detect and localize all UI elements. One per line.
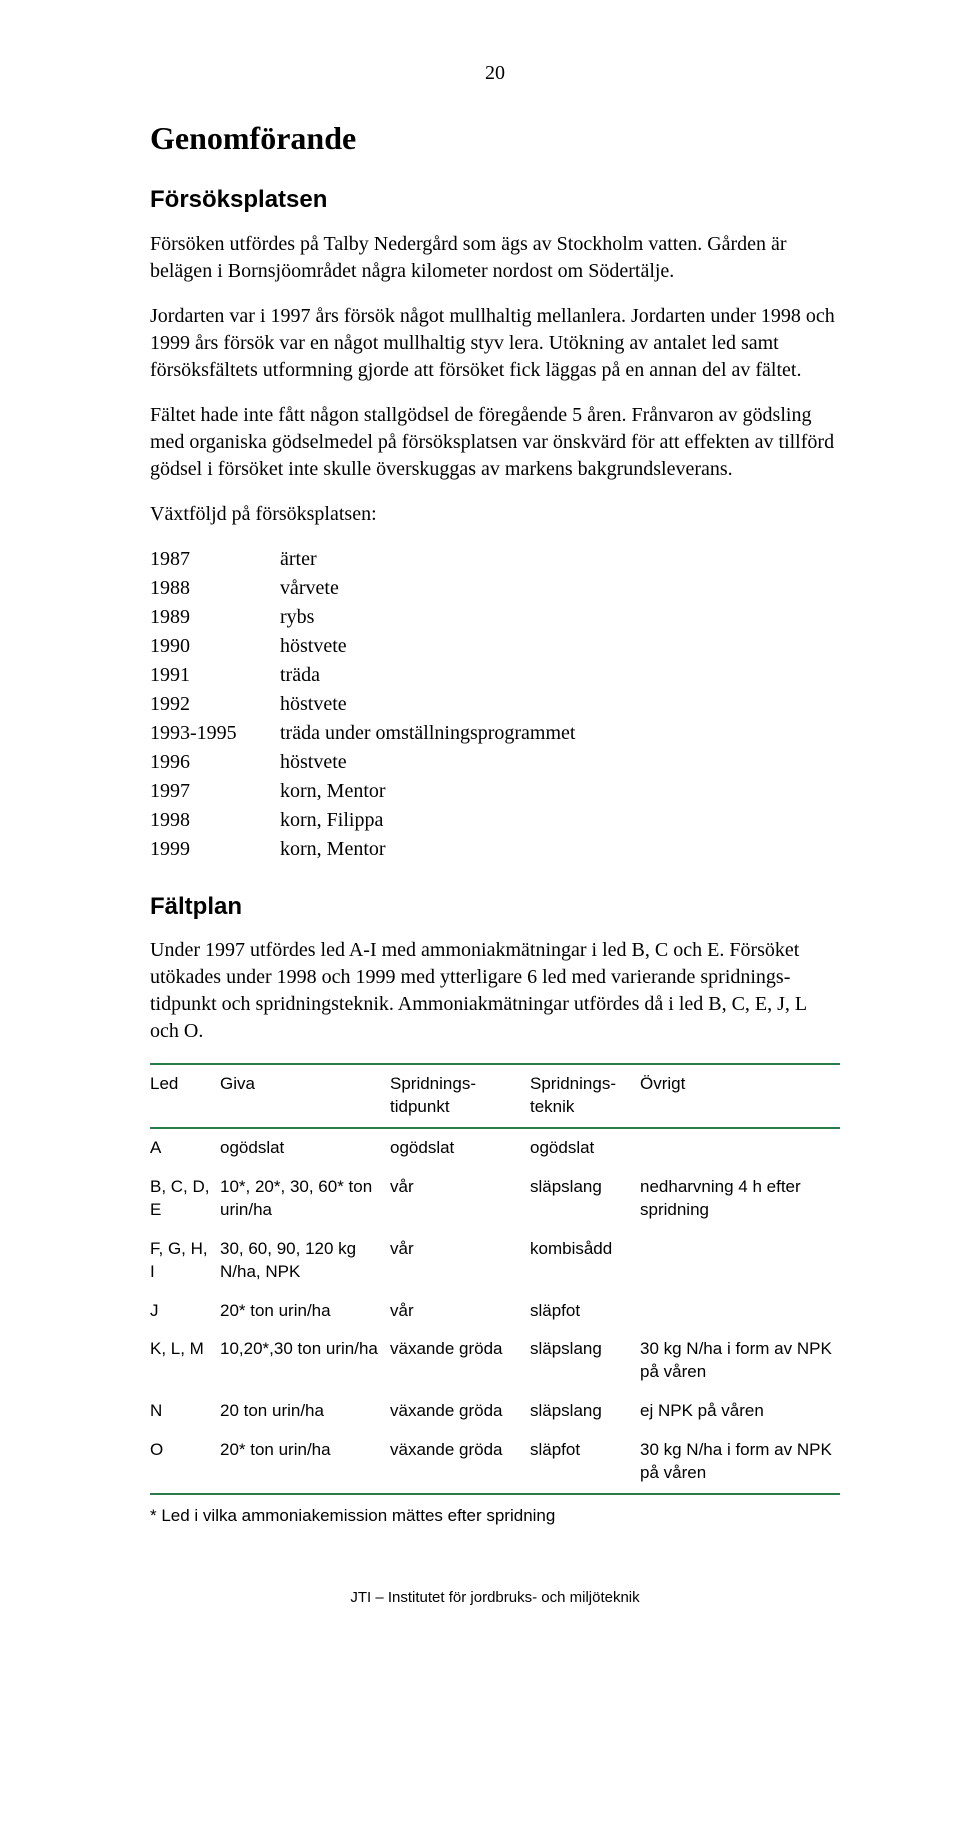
table-cell: 30 kg N/ha i form av NPK på våren — [640, 1330, 840, 1392]
rotation-crop: träda — [280, 662, 840, 689]
rotation-row: 1993-1995träda under omställningsprogram… — [150, 720, 840, 747]
table-cell: 30, 60, 90, 120 kg N/ha, NPK — [220, 1230, 390, 1292]
rotation-crop: höstvete — [280, 691, 840, 718]
rotation-row: 1997korn, Mentor — [150, 778, 840, 805]
table-row: J20* ton urin/havårsläpfot — [150, 1292, 840, 1331]
table-cell: ogödslat — [530, 1128, 640, 1168]
table-cell: 10*, 20*, 30, 60* ton urin/ha — [220, 1168, 390, 1230]
table-row: K, L, M10,20*,30 ton urin/haväxande gröd… — [150, 1330, 840, 1392]
table-cell: vår — [390, 1230, 530, 1292]
table-cell: ogödslat — [220, 1128, 390, 1168]
table-cell — [640, 1230, 840, 1292]
rotation-row: 1996höstvete — [150, 749, 840, 776]
table-row: B, C, D, E10*, 20*, 30, 60* ton urin/hav… — [150, 1168, 840, 1230]
table-cell: 30 kg N/ha i form av NPK på våren — [640, 1431, 840, 1494]
rotation-row: 1999korn, Mentor — [150, 836, 840, 863]
paragraph: Försöken utfördes på Talby Nedergård som… — [150, 231, 840, 285]
table-header-cell: Giva — [220, 1064, 390, 1128]
table-cell: O — [150, 1431, 220, 1494]
rotation-year: 1993-1995 — [150, 720, 280, 747]
table-cell: J — [150, 1292, 220, 1331]
table-cell: F, G, H, I — [150, 1230, 220, 1292]
rotation-row: 1989rybs — [150, 604, 840, 631]
faltplan-table: LedGivaSpridnings-tidpunktSpridnings-tek… — [150, 1063, 840, 1495]
table-cell: växande gröda — [390, 1392, 530, 1431]
rotation-row: 1992höstvete — [150, 691, 840, 718]
rotation-crop: rybs — [280, 604, 840, 631]
rotation-year: 1988 — [150, 575, 280, 602]
table-cell: B, C, D, E — [150, 1168, 220, 1230]
paragraph: Fältet hade inte fått någon stallgödsel … — [150, 402, 840, 483]
rotation-crop: träda under omställningsprogrammet — [280, 720, 840, 747]
rotation-year: 1997 — [150, 778, 280, 805]
table-row: F, G, H, I30, 60, 90, 120 kg N/ha, NPKvå… — [150, 1230, 840, 1292]
section-heading-forsoksplatsen: Försöksplatsen — [150, 184, 840, 216]
table-header-cell: Led — [150, 1064, 220, 1128]
rotation-crop: vårvete — [280, 575, 840, 602]
table-row: O20* ton urin/haväxande grödasläpfot30 k… — [150, 1431, 840, 1494]
rotation-row: 1991träda — [150, 662, 840, 689]
table-cell: 20 ton urin/ha — [220, 1392, 390, 1431]
rotation-year: 1991 — [150, 662, 280, 689]
rotation-crop: höstvete — [280, 749, 840, 776]
rotation-list: 1987ärter1988vårvete1989rybs1990höstvete… — [150, 546, 840, 863]
rotation-year: 1996 — [150, 749, 280, 776]
rotation-crop: ärter — [280, 546, 840, 573]
table-cell: 10,20*,30 ton urin/ha — [220, 1330, 390, 1392]
table-cell: släpfot — [530, 1292, 640, 1331]
table-row: N20 ton urin/haväxande grödasläpslangej … — [150, 1392, 840, 1431]
table-cell: släpslang — [530, 1168, 640, 1230]
table-cell: växande gröda — [390, 1330, 530, 1392]
table-cell: ogödslat — [390, 1128, 530, 1168]
page-number: 20 — [150, 60, 840, 87]
section-heading-faltplan: Fältplan — [150, 891, 840, 923]
rotation-row: 1990höstvete — [150, 633, 840, 660]
table-cell: växande gröda — [390, 1431, 530, 1494]
rotation-crop: korn, Mentor — [280, 836, 840, 863]
rotation-row: 1988vårvete — [150, 575, 840, 602]
table-header-cell: Spridnings-teknik — [530, 1064, 640, 1128]
table-cell: vår — [390, 1168, 530, 1230]
table-cell: N — [150, 1392, 220, 1431]
table-cell: 20* ton urin/ha — [220, 1292, 390, 1331]
table-cell: K, L, M — [150, 1330, 220, 1392]
table-row: Aogödslatogödslatogödslat — [150, 1128, 840, 1168]
table-cell: kombisådd — [530, 1230, 640, 1292]
rotation-year: 1999 — [150, 836, 280, 863]
table-cell: släpslang — [530, 1330, 640, 1392]
paragraph: Under 1997 utfördes led A-I med ammoniak… — [150, 937, 840, 1045]
table-cell: släpfot — [530, 1431, 640, 1494]
table-cell — [640, 1292, 840, 1331]
table-cell: ej NPK på våren — [640, 1392, 840, 1431]
paragraph: Jordarten var i 1997 års försök något mu… — [150, 303, 840, 384]
table-header-cell: Övrigt — [640, 1064, 840, 1128]
table-cell: A — [150, 1128, 220, 1168]
rotation-year: 1989 — [150, 604, 280, 631]
table-cell — [640, 1128, 840, 1168]
rotation-year: 1992 — [150, 691, 280, 718]
paragraph: Växtföljd på försöksplatsen: — [150, 501, 840, 528]
table-cell: nedharvning 4 h efter spridning — [640, 1168, 840, 1230]
rotation-crop: korn, Mentor — [280, 778, 840, 805]
rotation-year: 1998 — [150, 807, 280, 834]
table-cell: vår — [390, 1292, 530, 1331]
rotation-year: 1987 — [150, 546, 280, 573]
rotation-crop: korn, Filippa — [280, 807, 840, 834]
rotation-row: 1987ärter — [150, 546, 840, 573]
rotation-year: 1990 — [150, 633, 280, 660]
table-cell: 20* ton urin/ha — [220, 1431, 390, 1494]
page-title: Genomförande — [150, 117, 840, 160]
table-cell: släpslang — [530, 1392, 640, 1431]
page-footer: JTI – Institutet för jordbruks- och milj… — [150, 1588, 840, 1608]
rotation-row: 1998korn, Filippa — [150, 807, 840, 834]
table-header-cell: Spridnings-tidpunkt — [390, 1064, 530, 1128]
table-footnote: * Led i vilka ammoniakemission mättes ef… — [150, 1505, 840, 1528]
rotation-crop: höstvete — [280, 633, 840, 660]
